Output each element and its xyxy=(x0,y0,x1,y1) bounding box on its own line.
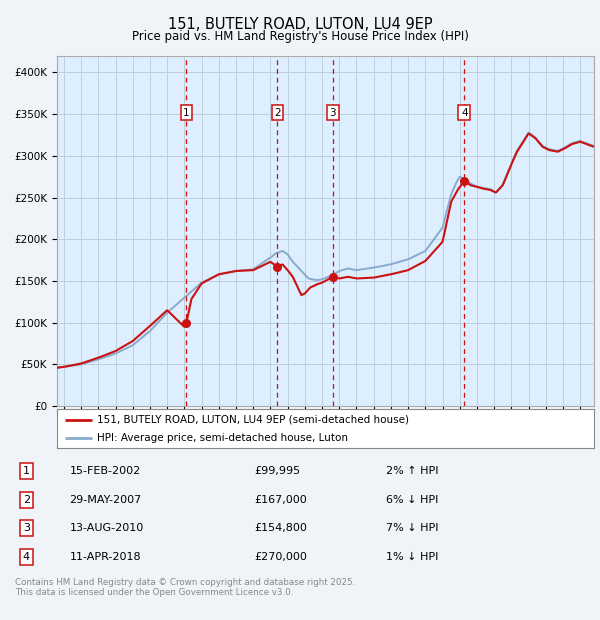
Text: 2: 2 xyxy=(274,107,281,118)
Text: 1% ↓ HPI: 1% ↓ HPI xyxy=(386,552,439,562)
Text: £167,000: £167,000 xyxy=(254,495,307,505)
Text: 7% ↓ HPI: 7% ↓ HPI xyxy=(386,523,439,533)
Text: HPI: Average price, semi-detached house, Luton: HPI: Average price, semi-detached house,… xyxy=(97,433,348,443)
Text: 13-AUG-2010: 13-AUG-2010 xyxy=(70,523,144,533)
Text: 29-MAY-2007: 29-MAY-2007 xyxy=(70,495,142,505)
Text: Price paid vs. HM Land Registry's House Price Index (HPI): Price paid vs. HM Land Registry's House … xyxy=(131,30,469,43)
Text: £270,000: £270,000 xyxy=(254,552,307,562)
Text: 1: 1 xyxy=(23,466,30,476)
Text: £99,995: £99,995 xyxy=(254,466,300,476)
Text: 151, BUTELY ROAD, LUTON, LU4 9EP (semi-detached house): 151, BUTELY ROAD, LUTON, LU4 9EP (semi-d… xyxy=(97,415,409,425)
Text: 2: 2 xyxy=(23,495,30,505)
Text: 1: 1 xyxy=(183,107,190,118)
Text: 3: 3 xyxy=(329,107,336,118)
Text: 4: 4 xyxy=(461,107,468,118)
Text: 4: 4 xyxy=(23,552,30,562)
Text: 151, BUTELY ROAD, LUTON, LU4 9EP: 151, BUTELY ROAD, LUTON, LU4 9EP xyxy=(167,17,433,32)
Text: 6% ↓ HPI: 6% ↓ HPI xyxy=(386,495,439,505)
Text: 3: 3 xyxy=(23,523,30,533)
Text: Contains HM Land Registry data © Crown copyright and database right 2025.
This d: Contains HM Land Registry data © Crown c… xyxy=(15,578,355,597)
Text: 11-APR-2018: 11-APR-2018 xyxy=(70,552,141,562)
Text: 15-FEB-2002: 15-FEB-2002 xyxy=(70,466,141,476)
Text: £154,800: £154,800 xyxy=(254,523,307,533)
Text: 2% ↑ HPI: 2% ↑ HPI xyxy=(386,466,439,476)
